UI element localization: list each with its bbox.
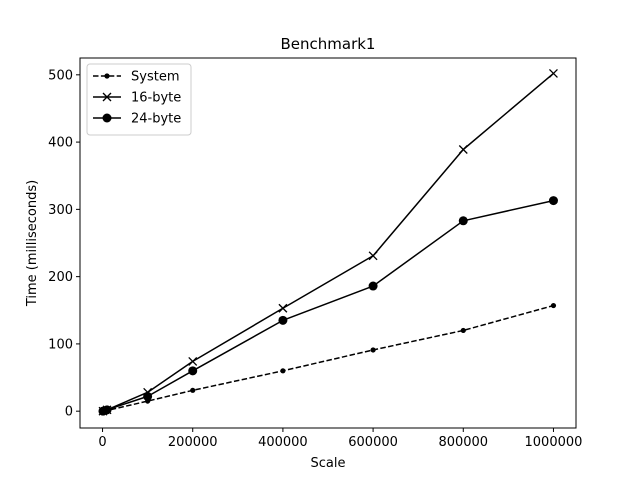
data-point-16-byte bbox=[368, 251, 378, 261]
x-tick-label: 800000 bbox=[438, 435, 488, 450]
plot-area bbox=[98, 69, 558, 416]
x-tick-label: 1000000 bbox=[525, 435, 583, 450]
data-point-16-byte bbox=[548, 69, 558, 78]
legend-label-system: System bbox=[131, 70, 179, 85]
data-point-24-byte bbox=[458, 216, 468, 226]
data-point-16-byte bbox=[458, 145, 468, 154]
legend: System 16-byte 24-byte bbox=[86, 63, 192, 136]
legend-marker-16-byte bbox=[102, 92, 112, 102]
data-point-16-byte bbox=[188, 356, 198, 366]
y-tick-label: 300 bbox=[48, 203, 73, 218]
x-tick-label: 200000 bbox=[168, 435, 218, 450]
x-tick-label: 600000 bbox=[348, 435, 398, 450]
data-point-24-byte bbox=[368, 281, 378, 291]
x-tick-label: 400000 bbox=[258, 435, 308, 450]
series-line-system bbox=[102, 304, 554, 412]
data-point-24-byte bbox=[278, 315, 288, 325]
data-point-16-byte bbox=[278, 303, 288, 313]
data-point-system bbox=[280, 368, 286, 374]
y-tick-label: 400 bbox=[48, 136, 73, 151]
plot-frame bbox=[79, 57, 577, 429]
x-tick-label: 0 bbox=[98, 435, 106, 450]
x-axis: 0 200000 400000 600000 800000 1000000 bbox=[98, 428, 582, 450]
data-point-24-byte bbox=[188, 366, 198, 376]
data-point-24-byte bbox=[102, 405, 112, 415]
legend-marker-24-byte bbox=[102, 113, 112, 123]
x-axis-label: Scale bbox=[311, 456, 346, 471]
y-axis-label: Time (milliseconds) bbox=[25, 180, 40, 307]
data-point-24-byte bbox=[548, 196, 558, 206]
series-line-24-byte bbox=[102, 199, 554, 412]
y-tick-label: 500 bbox=[48, 68, 73, 83]
data-point-system bbox=[190, 387, 196, 393]
y-tick-label: 0 bbox=[65, 405, 73, 420]
data-point-system bbox=[370, 347, 376, 353]
data-point-system bbox=[460, 327, 466, 334]
data-point-24-byte bbox=[143, 391, 153, 401]
legend-marker-system bbox=[104, 73, 110, 79]
data-point-system bbox=[550, 302, 557, 309]
chart-title: Benchmark1 bbox=[281, 35, 376, 53]
y-tick-label: 200 bbox=[48, 270, 73, 285]
legend-label-24-byte: 24-byte bbox=[131, 112, 181, 127]
y-tick-label: 100 bbox=[48, 337, 73, 352]
y-axis: 0 100 200 300 400 500 bbox=[48, 68, 80, 420]
legend-label-16-byte: 16-byte bbox=[131, 91, 181, 106]
